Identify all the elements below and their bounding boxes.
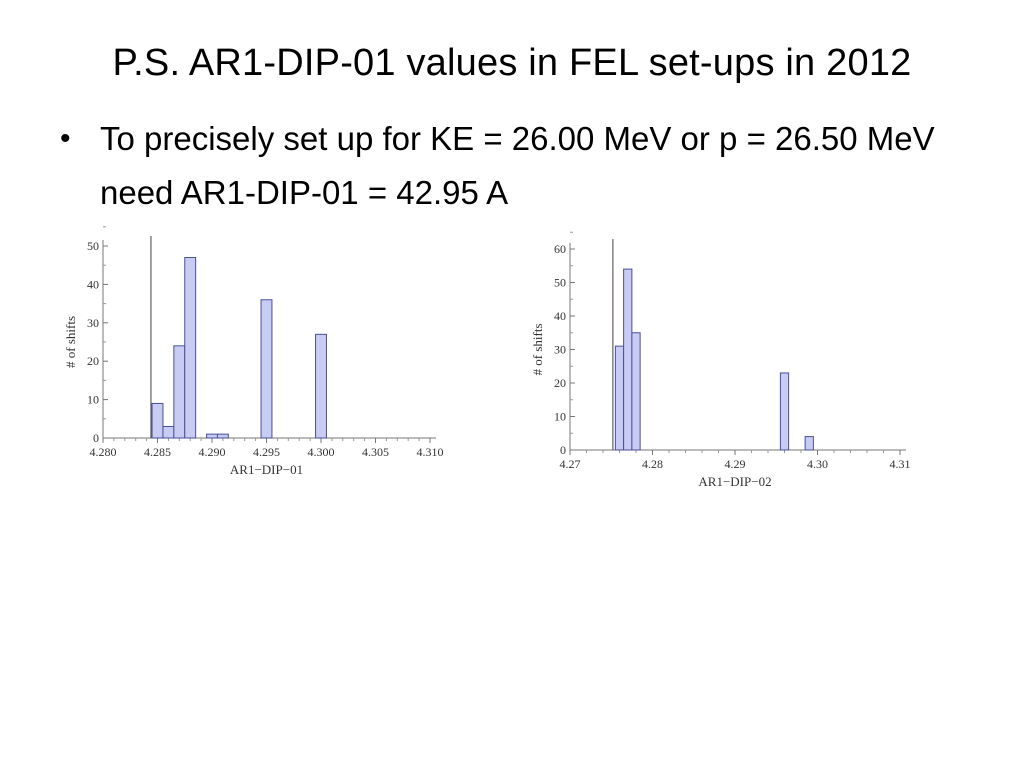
x-tick-label: 4.295: [253, 445, 280, 459]
x-axis-label: AR1−DIP−01: [230, 462, 303, 477]
y-axis-label: # of shifts: [63, 316, 78, 368]
y-tick-label: 30: [87, 316, 99, 330]
y-tick-label: 40: [87, 277, 99, 291]
y-axis-label: # of shifts: [530, 324, 545, 376]
y-tick-label: 0: [93, 431, 99, 445]
histogram-bar: [614, 345, 625, 451]
histogram-bar: [162, 425, 175, 439]
y-tick-label: 50: [87, 239, 99, 253]
slide-title: P.S. AR1-DIP-01 values in FEL set-ups in…: [112, 42, 912, 84]
x-tick-label: 4.290: [199, 445, 226, 459]
bullet-text: To precisely set up for KE = 26.00 MeV o…: [100, 120, 935, 211]
x-tick-label: 4.305: [362, 445, 389, 459]
x-axis-label: AR1−DIP−02: [698, 474, 771, 489]
y-tick-label: 40: [554, 309, 566, 323]
y-tick-label: 60: [554, 242, 566, 256]
histogram-bar: [260, 299, 273, 439]
x-tick-label: 4.300: [308, 445, 335, 459]
x-tick-label: 4.27: [560, 457, 581, 471]
y-tick-label: 30: [554, 343, 566, 357]
x-tick-label: 4.310: [417, 445, 444, 459]
x-tick-label: 4.280: [90, 445, 117, 459]
histogram-bar: [151, 402, 164, 439]
bullet-list: • To precisely set up for KE = 26.00 MeV…: [58, 112, 958, 220]
histogram-ar1-dip-02: 0 10 20 30 40 50 60 4.27 4.28 4.29 4.30 4.31 AR1−DIP…: [530, 231, 911, 489]
histogram-bar: [184, 257, 197, 439]
x-tick-label: 4.285: [144, 445, 171, 459]
x-tick-label: 4.31: [890, 457, 911, 471]
x-tick-label: 4.29: [725, 457, 746, 471]
histogram-bar: [315, 333, 327, 439]
y-tick-label: 50: [554, 276, 566, 290]
histogram-bar: [623, 268, 633, 451]
histogram-bar: [631, 332, 641, 451]
bullet-item: • To precisely set up for KE = 26.00 MeV…: [58, 112, 958, 220]
histogram-ar1-dip-01: 0 10 20 30 40 50 4.280 4.285 4.290 4.295 4.300 4.30…: [63, 226, 444, 477]
y-tick-label: 10: [554, 410, 566, 424]
histogram-bar: [804, 436, 814, 451]
x-tick-label: 4.30: [807, 457, 828, 471]
bullet-dot-icon: •: [60, 122, 71, 155]
x-tick-label: 4.28: [642, 457, 663, 471]
y-tick-label: 20: [87, 354, 99, 368]
histogram-bar: [216, 433, 229, 439]
histogram-bar: [206, 433, 218, 439]
y-tick-label: 0: [560, 443, 566, 457]
y-tick-label: 10: [87, 393, 99, 407]
y-tick-label: 20: [554, 376, 566, 390]
histogram-bar: [779, 372, 790, 451]
histogram-bar: [173, 345, 186, 439]
